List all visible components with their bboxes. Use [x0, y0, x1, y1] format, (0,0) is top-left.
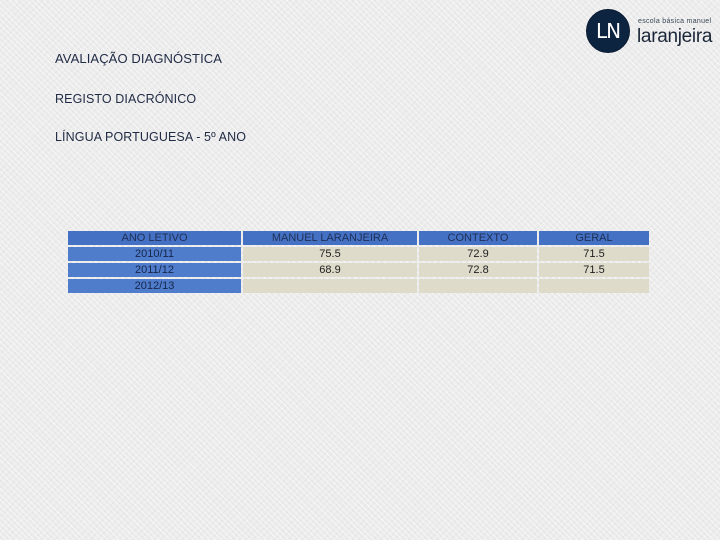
subject-heading: LÍNGUA PORTUGUESA - 5º ANO — [55, 130, 247, 144]
cell-general-score — [539, 279, 649, 293]
cell-school-score: 68.9 — [243, 263, 417, 277]
cell-general-score: 71.5 — [539, 263, 649, 277]
page-title: AVALIAÇÃO DIAGNÓSTICA — [55, 51, 223, 66]
logo-monogram: LN — [586, 9, 630, 53]
page-subtitle: REGISTO DIACRÓNICO — [55, 92, 197, 106]
column-header-school: MANUEL LARANJEIRA — [243, 231, 417, 245]
results-table: ANO LETIVO MANUEL LARANJEIRA CONTEXTO GE… — [66, 229, 651, 295]
column-header-general: GERAL — [539, 231, 649, 245]
row-year: 2011/12 — [68, 263, 241, 277]
cell-context-score — [419, 279, 537, 293]
row-year: 2012/13 — [68, 279, 241, 293]
row-year: 2010/11 — [68, 247, 241, 261]
table-header-row: ANO LETIVO MANUEL LARANJEIRA CONTEXTO GE… — [68, 231, 649, 245]
cell-context-score: 72.8 — [419, 263, 537, 277]
table-row: 2010/11 75.5 72.9 71.5 — [68, 247, 649, 261]
cell-school-score — [243, 279, 417, 293]
cell-general-score: 71.5 — [539, 247, 649, 261]
column-header-year: ANO LETIVO — [68, 231, 241, 245]
table-row: 2012/13 — [68, 279, 649, 293]
cell-context-score: 72.9 — [419, 247, 537, 261]
logo-small-text: escola básica manuel — [638, 18, 712, 25]
school-logo: LN escola básica manuel laranjeira — [586, 9, 712, 53]
table-row: 2011/12 68.9 72.8 71.5 — [68, 263, 649, 277]
logo-big-text: laranjeira — [637, 26, 713, 47]
cell-school-score: 75.5 — [243, 247, 417, 261]
column-header-context: CONTEXTO — [419, 231, 537, 245]
